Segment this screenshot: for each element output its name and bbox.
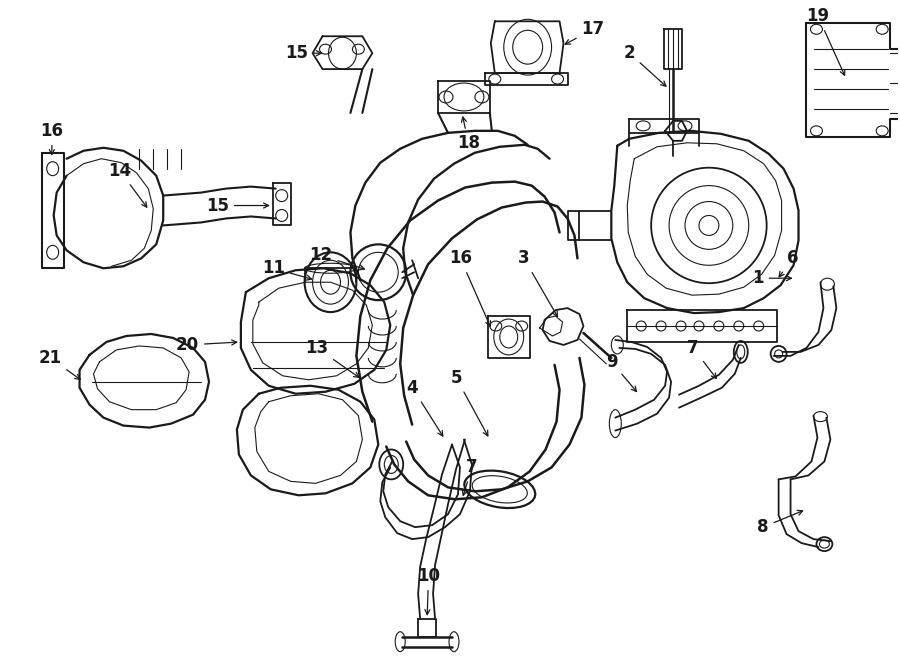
Text: 7: 7 — [688, 339, 716, 379]
Text: 17: 17 — [565, 20, 605, 44]
Text: 16: 16 — [40, 122, 64, 155]
Text: 20: 20 — [176, 336, 237, 354]
Text: 1: 1 — [752, 269, 791, 288]
Text: 4: 4 — [407, 379, 443, 436]
Text: 13: 13 — [305, 339, 359, 377]
Text: 10: 10 — [417, 567, 440, 615]
Text: 18: 18 — [457, 117, 480, 152]
Text: 12: 12 — [310, 247, 364, 270]
Text: 9: 9 — [606, 353, 636, 391]
Text: 21: 21 — [39, 349, 80, 379]
Text: 8: 8 — [757, 510, 803, 536]
Text: 15: 15 — [285, 44, 321, 62]
Text: 5: 5 — [450, 369, 488, 436]
Text: 7: 7 — [463, 459, 478, 495]
Text: 19: 19 — [806, 7, 845, 75]
Text: 15: 15 — [206, 196, 268, 215]
Text: 6: 6 — [779, 249, 798, 277]
Text: 11: 11 — [262, 259, 311, 280]
Text: 2: 2 — [624, 44, 666, 86]
Text: 3: 3 — [518, 249, 557, 317]
Text: 14: 14 — [108, 162, 147, 207]
Text: 16: 16 — [449, 249, 491, 326]
